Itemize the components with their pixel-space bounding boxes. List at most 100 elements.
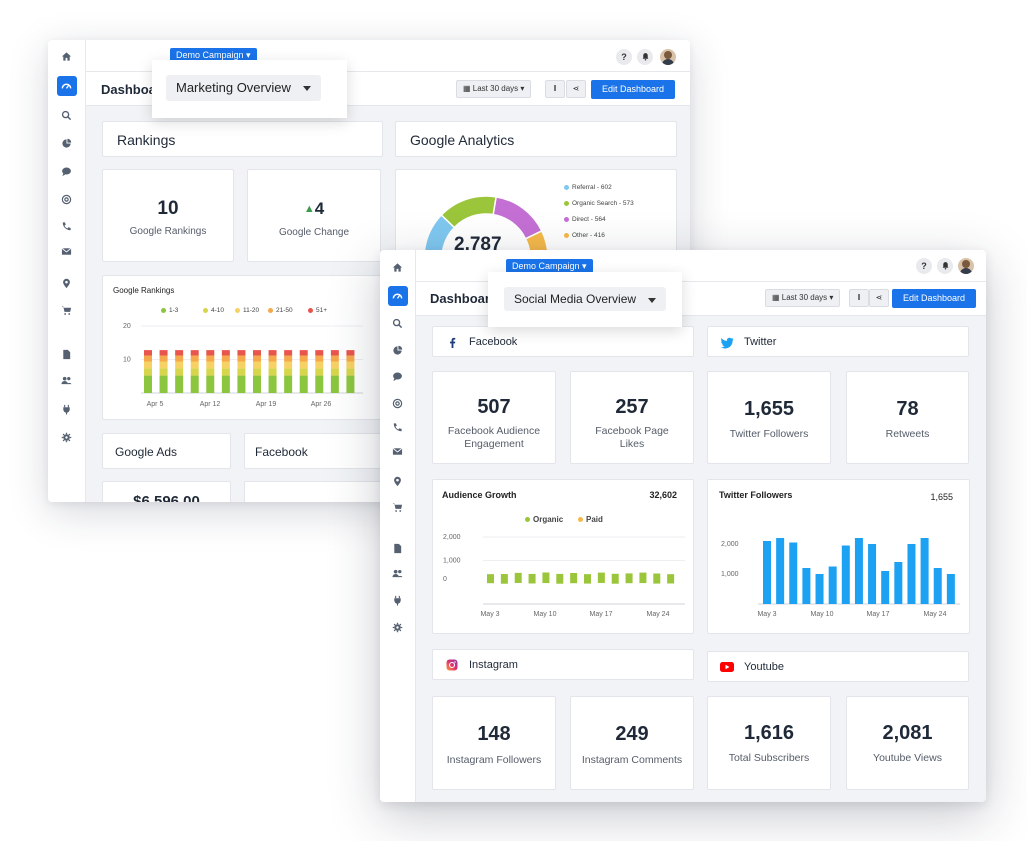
edit-dashboard-button[interactable]: Edit Dashboard [892,289,977,308]
settings-gear-icon[interactable] [57,427,77,447]
ads-spend-card: $6,596.00 [102,481,231,502]
audience-growth-title: Audience Growth [442,490,517,500]
rankings-bar-segment [175,375,184,393]
rankings-bar-segment [299,355,308,362]
users-icon[interactable] [388,563,408,583]
cart-icon[interactable] [57,300,77,320]
user-avatar[interactable] [958,258,974,274]
rankings-bar-segment [159,361,168,369]
search-icon[interactable] [57,105,77,125]
chat-icon[interactable] [57,161,77,181]
rankings-bar-segment [190,355,199,362]
twitter-bar [815,574,824,604]
phone-icon[interactable] [388,417,408,437]
filter-settings-button[interactable]: ‖ [849,289,869,307]
cart-icon[interactable] [388,497,408,517]
rankings-bar-segment [330,361,339,369]
facebook-section-header-back: Facebook [244,433,381,469]
campaign-selector[interactable]: Demo Campaign ▾ [506,259,593,273]
audience-bar-organic [542,572,550,584]
audience-bar-organic [597,572,605,583]
instagram-followers-card: 148 Instagram Followers [432,696,556,790]
audience-bar-organic [500,574,508,584]
analytics-title: Google Analytics [410,132,515,148]
share-icon[interactable]: ⋖ [869,289,889,307]
instagram-followers-label: Instagram Followers [446,754,542,766]
plug-icon[interactable] [388,590,408,610]
at-sign-icon[interactable] [388,393,408,413]
edit-dashboard-button[interactable]: Edit Dashboard [591,80,676,99]
organic-dot [525,517,530,523]
legend-paid-label: Paid [586,515,603,524]
mail-icon[interactable] [388,441,408,461]
rankings-bar-segment [284,355,293,362]
settings-gear-icon[interactable] [388,617,408,637]
youtube-title: Youtube [744,661,784,673]
rankings-bar-segment [253,350,261,356]
chat-icon[interactable] [388,366,408,386]
audience-growth-total: 32,602 [649,490,677,500]
home-icon[interactable] [57,46,77,66]
twitter-followers-chart-card: Twitter Followers 1,655 2,000 1,000 May 3 M… [707,479,970,634]
dashboard-icon[interactable] [387,286,408,306]
rankings-bar-segment [346,350,355,356]
rankings-bar-segment [237,368,246,376]
phone-icon[interactable] [57,216,77,236]
users-icon[interactable] [57,370,77,390]
help-icon[interactable]: ? [916,258,932,274]
facebook-page-likes-label: Facebook Page Likes [595,425,669,451]
social-media-overview-select[interactable]: Social Media Overview [504,287,667,311]
total-subscribers-label: Total Subscribers [728,752,810,764]
date-range-button[interactable]: ▦ Last 30 days ▾ [456,80,532,98]
rankings-chart-title: Google Rankings [113,286,175,295]
pie-chart-icon[interactable] [388,340,408,360]
y-tick-label: 0 [443,576,447,583]
retweets-value: 78 [896,398,919,420]
rankings-legend-item: 1-3 [161,307,178,314]
help-icon[interactable]: ? [616,49,632,65]
legend-dot [564,216,569,222]
marketing-overview-select[interactable]: Marketing Overview [166,75,321,101]
up-triangle-icon: ▲ [303,203,315,215]
location-pin-icon[interactable] [57,273,77,293]
bell-icon[interactable] [937,258,953,274]
twitter-bar [920,538,929,604]
instagram-comments-value: 249 [615,723,649,745]
user-avatar[interactable] [660,49,676,65]
dashboard-icon[interactable] [56,76,77,96]
bell-icon[interactable] [637,49,653,65]
x-tick-label: May 3 [480,611,499,618]
instagram-section-header: Instagram [432,649,694,680]
filter-settings-button[interactable]: ‖ [545,80,565,98]
facebook-page-likes-value: 257 [615,396,649,418]
home-icon[interactable] [388,257,408,277]
rankings-bar-segment [268,350,277,356]
rankings-bar-segment [221,368,230,376]
document-icon[interactable] [388,538,408,558]
search-icon[interactable] [388,313,408,333]
share-icon[interactable]: ⋖ [566,80,586,98]
location-pin-icon[interactable] [388,471,408,491]
campaign-selector[interactable]: Demo Campaign ▾ [170,48,257,62]
mail-icon[interactable] [57,241,77,261]
twitter-bar [763,541,771,604]
legend-dot [161,307,166,313]
x-tick-label: May 17 [867,611,890,618]
twitter-followers-card: 1,655 Twitter Followers [707,371,831,464]
document-icon[interactable] [57,344,77,364]
date-range-button[interactable]: ▦ Last 30 days ▾ [765,289,841,307]
rankings-bar-segment [206,375,215,393]
rankings-bar-segment [284,361,293,369]
donut-slice-direct [492,195,543,240]
rankings-bar-segment [144,375,152,393]
plug-icon[interactable] [57,399,77,419]
rankings-bar-segment [175,361,184,369]
legend-organic-label: Organic [533,515,564,524]
legend-dot [564,232,569,238]
facebook-section-header: Facebook [432,326,694,357]
pie-chart-icon[interactable] [57,133,77,153]
youtube-section-header: Youtube [707,651,969,682]
google-change-value-wrap: ▲4 [248,199,380,219]
x-tick-label: Apr 26 [311,401,332,408]
at-sign-icon[interactable] [57,189,77,209]
